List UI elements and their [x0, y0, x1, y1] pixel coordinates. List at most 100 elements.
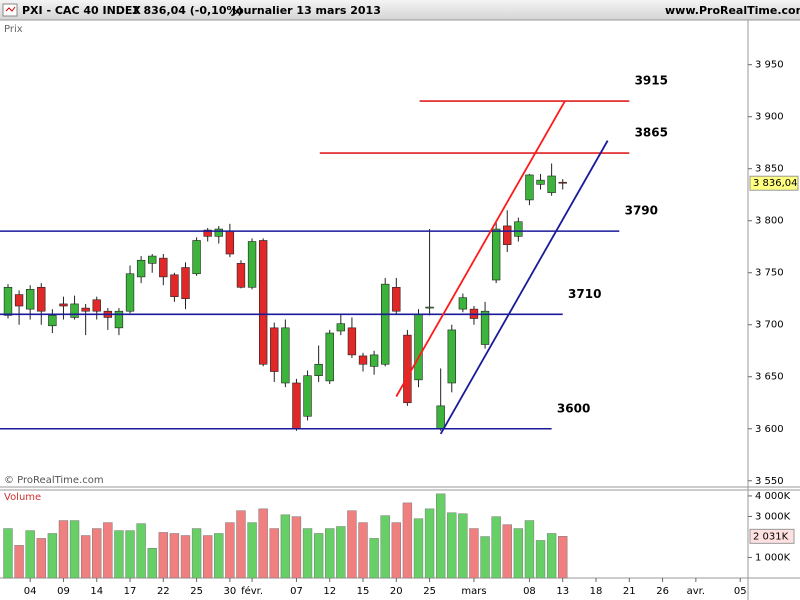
last-volume-box [749, 528, 795, 544]
x-tick-label: 26 [656, 586, 669, 597]
y-tick-label: 3 650 [755, 372, 784, 383]
candle-body [303, 375, 312, 417]
candle-body [491, 228, 501, 281]
quote: 3 836,04 (-0,10%) [132, 4, 243, 17]
volume-bar [69, 520, 80, 579]
candle-body [192, 240, 201, 275]
candle-body [369, 354, 379, 367]
volume-bar [214, 533, 224, 579]
volume-bar [47, 533, 58, 579]
candle-body [14, 294, 24, 307]
candle-body [225, 230, 235, 255]
candle-body [125, 273, 135, 312]
level-label: 3865 [635, 126, 668, 140]
volume-bar [558, 536, 568, 579]
volume-bar [513, 528, 524, 579]
candle-body [392, 286, 401, 312]
volume-bar [125, 530, 135, 579]
candle-body [314, 363, 323, 377]
candle-body [148, 255, 157, 264]
volume-bar [14, 545, 24, 579]
x-tick-label: 12 [323, 586, 336, 597]
volume-bar [158, 532, 169, 579]
volume-bar [180, 535, 191, 579]
volume-bar [391, 522, 401, 579]
volume-bar [280, 514, 291, 579]
volume-bar [3, 528, 13, 579]
volume-bar [203, 535, 213, 579]
candle-body [292, 382, 301, 430]
volume-bar [269, 528, 279, 579]
candle-body [536, 179, 545, 185]
x-tick-label: 13 [556, 586, 569, 597]
x-tick-label: mars [461, 586, 486, 597]
x-tick-label: 07 [290, 586, 303, 597]
menu-icon[interactable] [2, 3, 18, 17]
candle-body [181, 267, 190, 300]
last-price-label: 3 836,04 [753, 178, 798, 189]
y-tick-label: 3 900 [755, 112, 784, 123]
candle-body [480, 310, 490, 345]
volume-bar [502, 524, 512, 579]
volume-bar [103, 522, 113, 579]
last-volume-label: 2 031K [753, 531, 789, 542]
y-tick-label: 3 850 [755, 164, 784, 175]
candle-body [347, 327, 357, 356]
volume-bar [435, 493, 446, 579]
candle-body [403, 334, 412, 404]
candle-body [447, 329, 456, 384]
volume-bar [524, 520, 535, 579]
volume-bar [347, 510, 357, 579]
volume-bar [291, 516, 302, 579]
x-tick-label: 14 [90, 586, 103, 597]
candle-body [270, 327, 279, 372]
volume-bar [458, 513, 468, 579]
candle-body [358, 355, 368, 365]
y-tick-label: 3 750 [755, 268, 784, 279]
volume-bar [247, 522, 257, 579]
y-tick-label: 3 700 [755, 320, 784, 331]
level-label: 3600 [557, 401, 590, 415]
y-tick-label: 3 800 [755, 216, 784, 227]
y-tick-label: 3 550 [755, 476, 784, 487]
x-tick-label: 25 [423, 586, 436, 597]
volume-bar [402, 502, 413, 579]
y-tick-label: 1 000K [755, 552, 791, 563]
candle-body [136, 259, 146, 278]
x-tick-label: févr. [241, 585, 263, 597]
panel-title: Volume [4, 492, 41, 503]
site: www.ProRealTime.com [665, 4, 800, 17]
volume-bar [358, 522, 368, 579]
y-tick-label: 3 000K [755, 511, 791, 522]
volume-bar [114, 530, 124, 579]
trend-line [395, 100, 566, 397]
credit: © ProRealTime.com [4, 475, 104, 486]
level-label: 3790 [625, 204, 658, 218]
volume-bar [424, 508, 435, 579]
volume-bar [469, 528, 479, 579]
candle-body [214, 228, 223, 237]
volume-bar [147, 547, 157, 579]
candle-body [236, 263, 246, 288]
volume-bar [136, 523, 146, 579]
x-tick-label: 08 [523, 586, 536, 597]
volume-bar [535, 540, 546, 579]
candle-body [3, 286, 13, 316]
volume-bar [169, 533, 180, 579]
volume-bar [302, 528, 313, 579]
candle-body [425, 306, 434, 309]
header-bar [0, 0, 800, 20]
candle-body [381, 283, 390, 365]
x-tick-label: 05 [734, 586, 747, 597]
x-tick-label: 18 [590, 586, 603, 597]
candle-body [281, 327, 290, 384]
last-price-box [749, 175, 799, 191]
volume-bar [325, 528, 335, 579]
x-tick-label: 04 [24, 586, 37, 597]
candle-body [159, 257, 168, 278]
volume-bar [480, 536, 490, 579]
candle-body [436, 405, 445, 430]
volume-bar [236, 510, 246, 579]
volume-bar [80, 535, 91, 579]
candle-body [48, 315, 57, 327]
